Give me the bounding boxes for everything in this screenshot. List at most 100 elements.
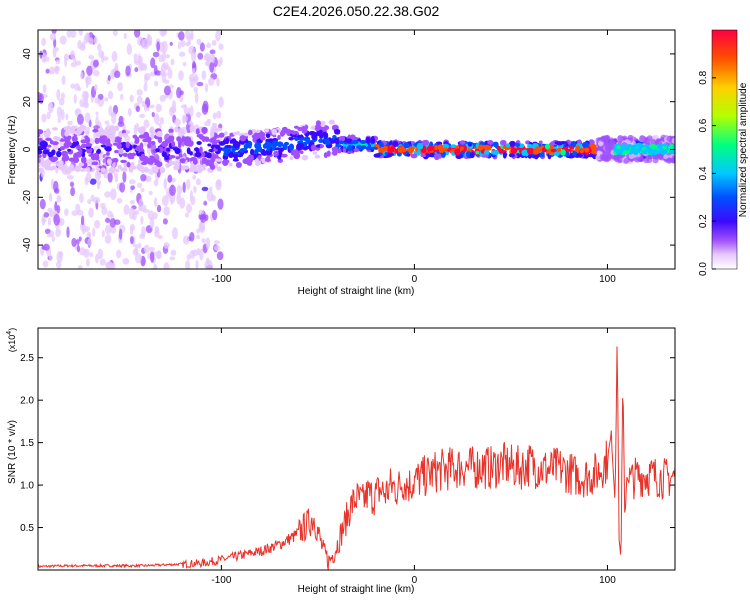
spectrogram-noise-blob: [99, 258, 106, 266]
spectrogram-band-blob: [274, 147, 281, 151]
spectrogram-band-blob: [64, 130, 70, 137]
spectrogram-noise-blob: [140, 215, 144, 225]
spectrogram-band-blob: [538, 140, 543, 145]
spectrogram-band-blob: [567, 140, 572, 145]
spectrogram-noise-blob: [55, 59, 61, 65]
spectrogram-noise-blob: [206, 190, 214, 202]
spectrogram-noise-blob: [153, 263, 158, 269]
spectrogram-noise-blob: [153, 197, 158, 208]
spectrogram-noise-blob: [206, 118, 211, 124]
spectrogram-band-blob: [396, 152, 402, 157]
spectrogram-noise-blob: [92, 227, 96, 238]
spectrogram-noise-blob: [133, 30, 141, 38]
spectrogram-noise-blob: [196, 247, 201, 256]
spectrogram-band-blob: [320, 120, 326, 128]
spectrogram-band-blob: [283, 141, 290, 146]
spectrogram-band-blob: [225, 137, 230, 145]
spectrogram-noise-blob: [76, 113, 84, 125]
snr-xtick-label: -100: [211, 575, 231, 586]
spectrogram-band-blob: [196, 167, 202, 174]
spectrogram-band-blob: [209, 164, 216, 170]
spectrogram-band-blob: [110, 134, 116, 140]
spectrogram-band-blob: [346, 139, 352, 144]
colorbar-tick-label: 0.6: [698, 118, 709, 132]
spectrogram-noise-blob: [147, 210, 155, 221]
spectrogram-noise-blob: [178, 70, 184, 81]
spectrogram-core-blob: [668, 145, 673, 150]
spectrogram-noise-blob: [125, 65, 131, 77]
spectrogram-noise-blob: [81, 223, 86, 235]
spectrogram-noise-blob: [67, 175, 74, 180]
spectrogram-halo-blob: [627, 134, 634, 141]
spectrogram-band-blob: [216, 134, 221, 138]
spectrogram-band-blob: [234, 141, 240, 147]
spectrogram-band-blob: [532, 149, 540, 155]
spectrogram-noise-blob: [209, 62, 215, 73]
spectrogram-noise-blob: [182, 181, 186, 193]
spectrogram-band-blob: [165, 162, 170, 169]
spectrogram-noise-blob: [214, 245, 221, 252]
spectrogram-noise-blob: [64, 208, 69, 217]
spectrogram-band-blob: [195, 128, 200, 135]
spectrogram-noise-blob: [101, 206, 108, 216]
spectrogram-noise-blob: [127, 107, 132, 117]
spectrogram-noise-blob: [185, 260, 191, 269]
spectrogram-band-blob: [173, 165, 179, 171]
spectrogram-band-blob: [455, 145, 460, 149]
spectrogram-band-blob: [188, 167, 196, 173]
spectrogram-band-blob: [161, 151, 168, 158]
spectrogram-band-blob: [180, 137, 185, 142]
spectrogram-band-blob: [80, 139, 88, 144]
spectrogram-band-blob: [539, 152, 545, 158]
spectrogram-noise-blob: [133, 53, 138, 60]
spectrogram-noise-blob: [191, 67, 196, 76]
spectrogram-noise-blob: [176, 192, 182, 205]
spectrogram-halo-blob: [671, 137, 675, 144]
spectrogram-noise-blob: [188, 121, 193, 126]
spectrogram-noise-blob: [203, 200, 208, 206]
spectrogram-noise-blob: [78, 247, 86, 256]
spectrogram-band-blob: [143, 166, 150, 173]
spectrogram-halo-blob: [623, 157, 630, 164]
snr-frame: [37, 327, 676, 571]
spectrogram-band-blob: [403, 142, 410, 149]
spectrogram-noise-blob: [212, 209, 218, 221]
spectrogram-band-blob: [120, 159, 127, 164]
spectrogram-noise-blob: [142, 38, 150, 50]
spectrogram-noise-blob: [84, 176, 89, 186]
spectrogram-band-blob: [332, 150, 338, 156]
spectrogram-band-blob: [121, 133, 128, 138]
spectrogram-noise-blob: [180, 40, 186, 48]
snr-multiplier-exp: 4: [6, 331, 13, 335]
spectrogram-noise-blob: [186, 253, 191, 261]
spectrogram-noise-blob: [167, 67, 173, 79]
spectrogram-noise-blob: [97, 43, 102, 51]
spectrogram-noise-blob: [174, 118, 181, 127]
spectrogram-noise-blob: [135, 123, 140, 131]
spectrogram-noise-blob: [149, 217, 155, 229]
spectrogram-band-blob: [544, 143, 551, 150]
spectrogram-band-blob: [387, 147, 395, 154]
snr-ytick-label: 1.0: [20, 481, 34, 492]
spectrogram-noise-blob: [87, 198, 92, 205]
spectrogram-noise-blob: [169, 256, 176, 261]
spectrogram-noise-blob: [216, 110, 222, 119]
spectrogram-noise-blob: [70, 30, 77, 38]
spectrogram-noise-blob: [58, 251, 64, 258]
spectrogram-noise-blob: [192, 60, 196, 70]
spectrogram-band-blob: [71, 135, 78, 143]
spectrogram-halo-blob: [617, 156, 624, 163]
spectrogram-band-blob: [116, 142, 122, 149]
spectrogram-band-blob: [56, 150, 62, 158]
spectrogram-core-blob: [645, 146, 651, 151]
spectrogram-halo-blob: [671, 155, 675, 162]
spectrogram-band-blob: [179, 157, 186, 164]
spectrogram-band-blob: [168, 154, 176, 159]
figure-title: C2E4.2026.050.22.38.G02: [273, 3, 440, 19]
spectrogram-band-blob: [264, 158, 271, 162]
spectrogram-noise-blob: [170, 58, 175, 66]
spectrogram-noise-blob: [184, 212, 189, 218]
spectrogram-halo-blob: [603, 141, 610, 148]
spectrogram-noise-blob: [153, 64, 158, 76]
spectrogram-heatmap: [38, 30, 675, 269]
